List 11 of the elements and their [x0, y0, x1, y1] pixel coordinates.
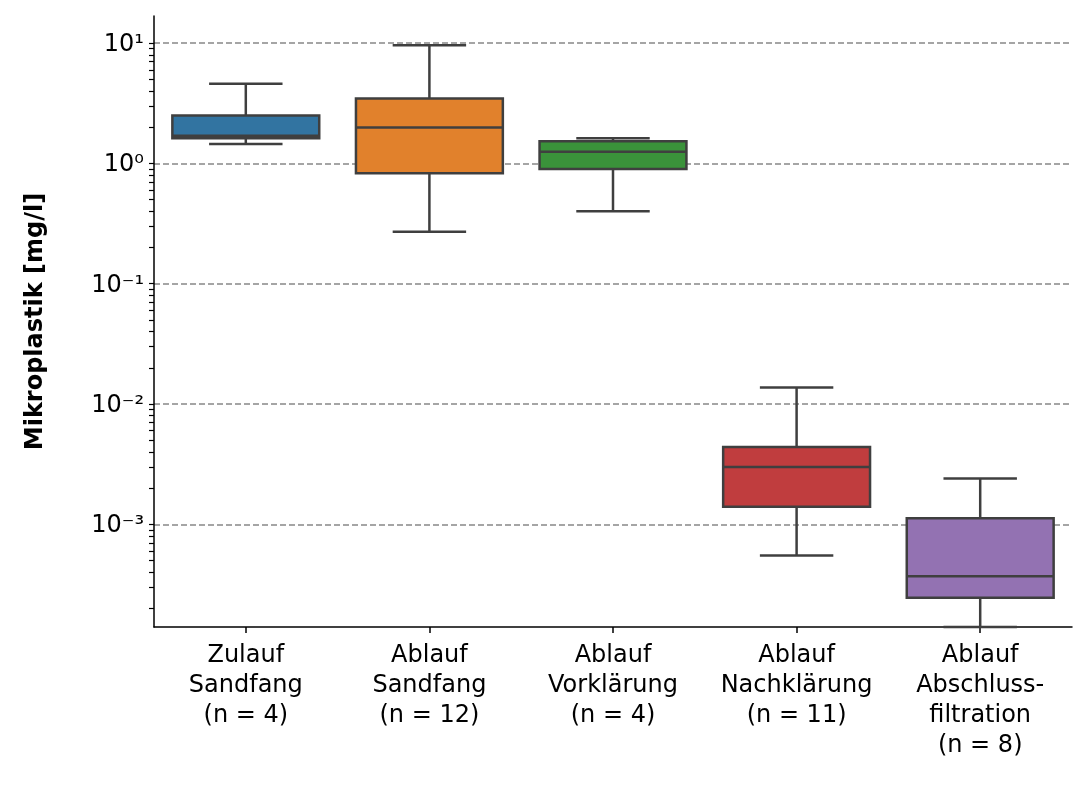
y-tick-label: 10⁻³: [91, 510, 144, 539]
x-tick-label: Ablauf Sandfang (n = 12): [372, 640, 487, 728]
y-tick-label: 10⁻¹: [91, 269, 144, 298]
x-tick-label: Ablauf Abschluss- filtration (n = 8): [916, 640, 1045, 758]
y-axis-title: Mikroplastik [mg/l]: [20, 192, 48, 451]
x-tick-label: Ablauf Nachklärung (n = 11): [720, 640, 873, 728]
y-tick-label: 10⁰: [103, 149, 144, 178]
x-tick-label: Zulauf Sandfang (n = 4): [188, 640, 303, 728]
y-tick-label: 10¹: [103, 29, 144, 58]
x-tick-label: Ablauf Vorklärung (n = 4): [548, 640, 678, 728]
y-tick-label: 10⁻²: [91, 389, 144, 418]
